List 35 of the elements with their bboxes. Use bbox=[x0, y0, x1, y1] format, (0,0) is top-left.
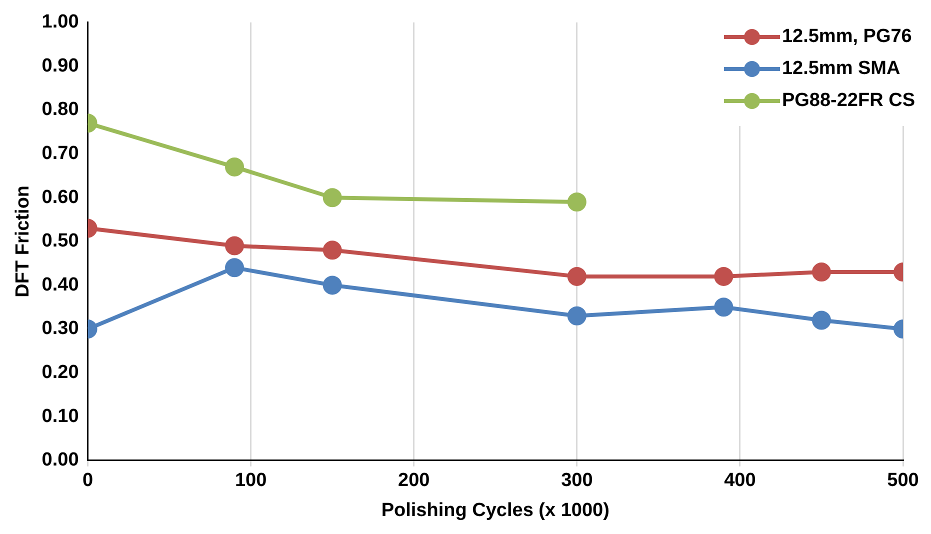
y-tick-label: 0.40 bbox=[42, 274, 79, 296]
y-tick-label: 0.50 bbox=[42, 230, 79, 252]
y-axis-title: DFT Friction bbox=[12, 185, 34, 298]
x-tick-label: 300 bbox=[561, 470, 593, 492]
y-tick-label: 0.60 bbox=[42, 186, 79, 208]
y-tick-label: 0.00 bbox=[42, 450, 79, 471]
y-tick-label: 1.00 bbox=[42, 12, 79, 33]
legend-label: 12.5mm SMA bbox=[782, 58, 900, 80]
point bbox=[567, 192, 586, 212]
point bbox=[225, 236, 244, 256]
y-tick-label: 0.70 bbox=[42, 143, 79, 164]
x-tick-label: 200 bbox=[398, 470, 430, 492]
point bbox=[812, 310, 831, 330]
legend-label: 12.5mm, PG76 bbox=[782, 26, 912, 48]
y-tick-label: 0.90 bbox=[42, 55, 79, 76]
point bbox=[322, 188, 342, 208]
point bbox=[567, 306, 586, 326]
y-tick-label: 0.10 bbox=[42, 406, 79, 427]
point bbox=[225, 258, 244, 278]
y-tick-label: 0.80 bbox=[42, 99, 79, 120]
point bbox=[322, 276, 342, 295]
point bbox=[812, 262, 831, 282]
point bbox=[567, 266, 586, 286]
point bbox=[322, 240, 342, 260]
y-tick-label: 0.30 bbox=[42, 318, 79, 340]
point bbox=[714, 266, 734, 286]
x-tick-label: 100 bbox=[234, 470, 267, 492]
point bbox=[714, 298, 734, 317]
y-tick-label: 0.20 bbox=[42, 362, 79, 384]
x-tick-label: 0 bbox=[82, 470, 94, 492]
x-tick-label: 500 bbox=[887, 470, 919, 492]
point bbox=[225, 157, 244, 176]
legend-label: PG88-22FR CS bbox=[782, 90, 915, 112]
x-tick-label: 400 bbox=[724, 470, 756, 492]
x-axis-title: Polishing Cycles (x 1000) bbox=[381, 500, 610, 521]
